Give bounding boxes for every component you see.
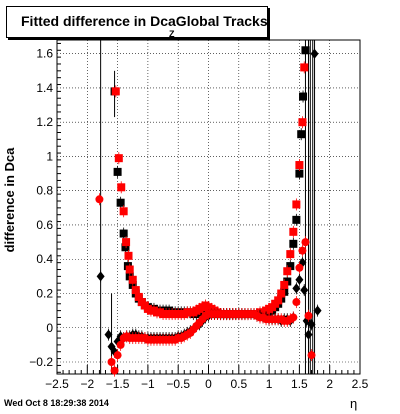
data-point	[313, 305, 322, 316]
x-tick-label: 0	[205, 377, 212, 391]
data-point	[114, 154, 123, 163]
x-tick-label: 1	[266, 377, 273, 391]
data-point	[134, 292, 143, 301]
data-point	[111, 87, 120, 96]
data-point	[289, 313, 298, 322]
data-point	[289, 239, 298, 248]
x-tick-label: −2.5	[45, 377, 69, 391]
data-point	[274, 296, 283, 305]
chart-title: Fitted difference in DcaGlobal Tracks	[21, 13, 268, 29]
data-point	[292, 283, 301, 294]
y-tick-label: 1.6	[36, 47, 53, 61]
data-point	[121, 243, 130, 252]
y-tick-label: 1.2	[36, 115, 53, 129]
data-point	[300, 63, 309, 72]
data-point	[295, 161, 304, 170]
data-point	[298, 246, 307, 255]
title-box: Fitted difference in DcaGlobal Tracks Z	[6, 6, 268, 39]
data-point	[116, 198, 125, 207]
x-tick-label: 2	[326, 377, 333, 391]
data-point	[96, 271, 105, 282]
data-point	[277, 289, 286, 298]
y-tick-label: −0.2	[29, 355, 53, 369]
x-tick-label: −0.5	[166, 377, 190, 391]
data-point	[307, 319, 316, 330]
data-point	[122, 238, 131, 247]
data-point	[310, 48, 319, 59]
data-point	[280, 280, 289, 289]
x-tick-label: 2.5	[352, 377, 369, 391]
y-tick-label: 0	[46, 321, 53, 335]
data-point	[131, 286, 140, 295]
x-tick-label: −1.5	[106, 377, 130, 391]
y-tick-label: 1	[46, 149, 53, 163]
y-tick-label: 1.4	[36, 81, 53, 95]
data-point	[116, 340, 125, 349]
data-point	[125, 265, 134, 274]
data-point	[104, 329, 113, 340]
data-point	[128, 275, 137, 284]
data-point	[292, 200, 301, 209]
data-point	[95, 195, 104, 204]
data-point	[307, 351, 316, 360]
data-point	[119, 229, 128, 238]
data-point	[286, 262, 295, 271]
x-tick-label: 1.5	[291, 377, 308, 391]
y-tick-label: 0.8	[36, 184, 53, 198]
data-point	[286, 250, 295, 259]
data-point	[297, 130, 306, 139]
data-point	[124, 251, 133, 260]
data-point	[299, 92, 308, 101]
data-point	[113, 351, 122, 360]
y-axis-label: difference in Dca	[2, 147, 17, 253]
data-point	[295, 169, 304, 178]
data-point	[113, 167, 122, 176]
data-point	[292, 298, 301, 307]
data-point	[292, 215, 301, 224]
data-point	[289, 227, 298, 236]
y-tick-label: 0.6	[36, 218, 53, 232]
data-point	[107, 358, 116, 367]
data-point	[119, 207, 128, 216]
data-point	[301, 238, 310, 247]
y-tick-label: 0.4	[36, 252, 53, 266]
data-point	[110, 366, 119, 375]
data-point	[298, 118, 307, 127]
x-tick-label: 0.5	[230, 377, 247, 391]
data-point	[295, 274, 304, 285]
data-point	[300, 285, 309, 296]
chart-title-subscript: Z	[169, 29, 175, 39]
timestamp-footer: Wed Oct 8 18:29:38 2014	[4, 398, 109, 408]
data-point	[283, 267, 292, 276]
data-point	[301, 46, 310, 55]
x-tick-label: −2	[80, 377, 94, 391]
y-tick-label: 0.2	[36, 286, 53, 300]
data-point	[304, 311, 313, 320]
x-tick-label: −1	[141, 377, 155, 391]
data-point	[117, 183, 126, 192]
x-axis-label: η	[350, 396, 358, 411]
data-point	[304, 329, 313, 340]
data-point	[295, 263, 304, 272]
